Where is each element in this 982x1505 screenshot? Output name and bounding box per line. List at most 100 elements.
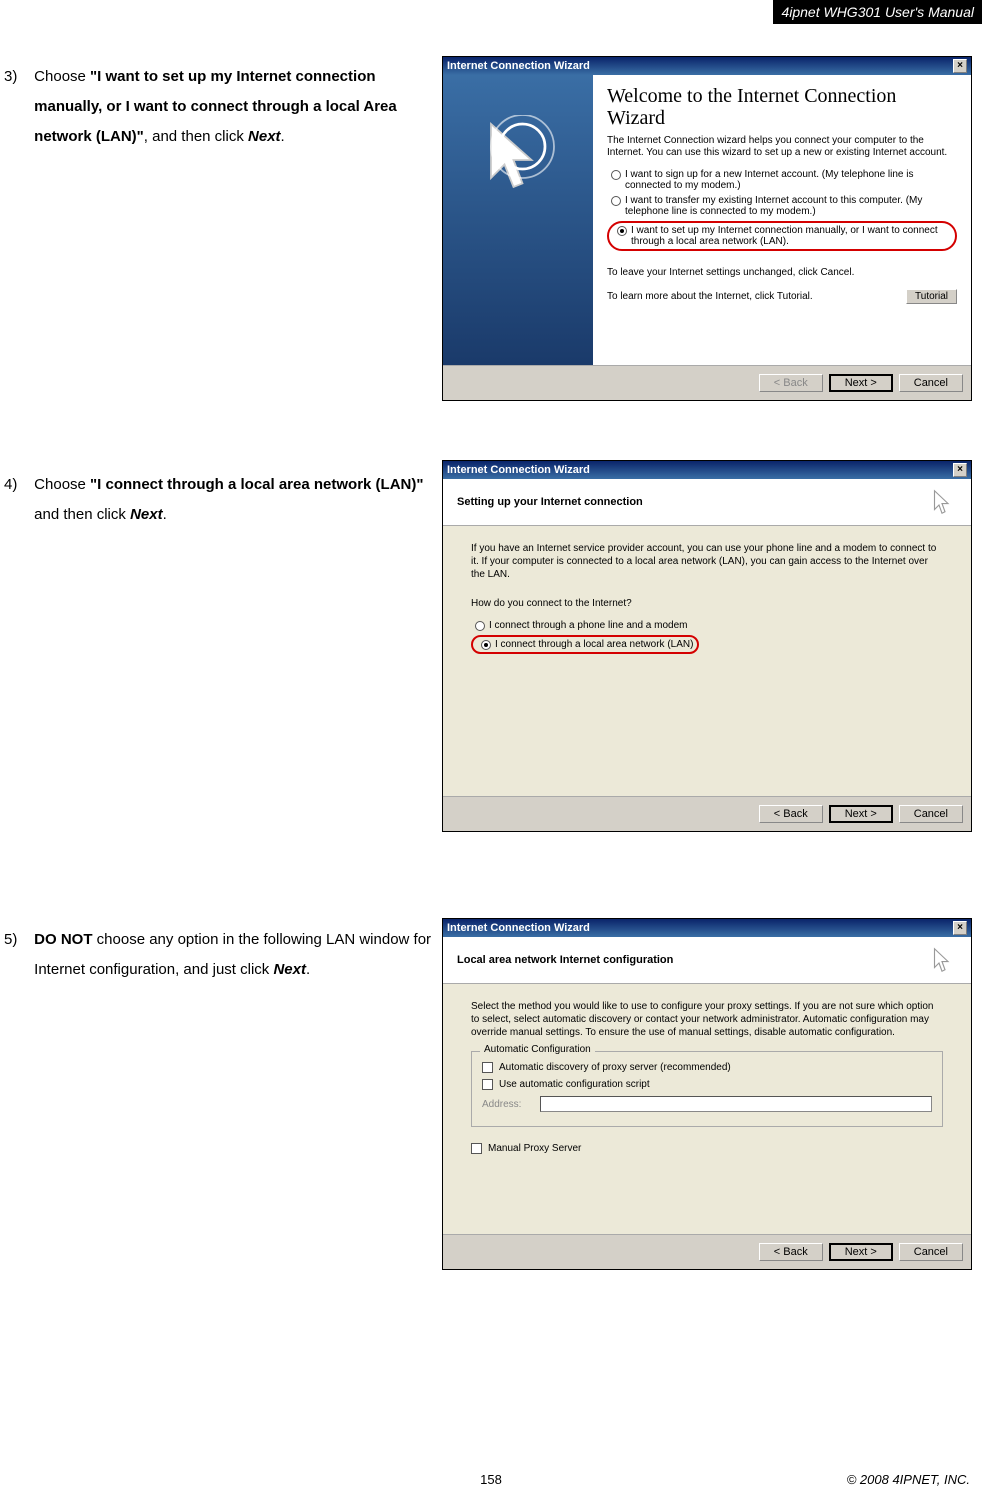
copyright: © 2008 4IPNET, INC. [847,1472,970,1487]
cancel-button[interactable]: Cancel [899,805,963,823]
cursor-arrow-icon [473,115,563,205]
step-4-bold: "I connect through a local area network … [90,476,423,493]
chk-auto-script-label: Use automatic configuration script [499,1079,650,1090]
step-5-bold: DO NOT [34,931,92,948]
checkbox-icon [482,1062,493,1073]
dialog-2: Internet Connection Wizard × Setting up … [442,460,972,832]
chk-auto-script[interactable]: Use automatic configuration script [482,1079,932,1090]
step-5-body: DO NOT choose any option in the followin… [34,925,434,985]
dialog-1-opt3-highlight: I want to set up my Internet connection … [607,221,957,251]
step-3-body: Choose "I want to set up my Internet con… [34,62,434,152]
dialog-1-leave: To leave your Internet settings unchange… [607,267,957,279]
step-5-post: . [306,961,310,978]
dialog-2-band: Setting up your Internet connection [443,479,971,526]
dialog-3-title: Internet Connection Wizard [447,922,590,934]
dialog-2-question: How do you connect to the Internet? [471,597,943,610]
dialog-3-band: Local area network Internet configuratio… [443,937,971,984]
dialog-2-body: If you have an Internet service provider… [443,526,971,796]
step-3-next: Next [248,128,281,145]
dialog-3-body: Select the method you would like to use … [443,984,971,1234]
dialog-1-intro: The Internet Connection wizard helps you… [607,135,957,159]
dialog-2-subtitle: Setting up your Internet connection [457,496,643,508]
dialog-1-learn: To learn more about the Internet, click … [607,291,813,303]
dialog-1-opt3-label: I want to set up my Internet connection … [631,225,951,247]
radio-icon [611,170,621,180]
dialog-2-buttons: < Back Next > Cancel [443,796,971,831]
dialog-1-opt2-label: I want to transfer my existing Internet … [625,195,957,217]
auto-config-legend: Automatic Configuration [480,1044,595,1055]
dialog-1-opt1-label: I want to sign up for a new Internet acc… [625,169,957,191]
back-button[interactable]: < Back [759,1243,823,1261]
chk-auto-discovery-label: Automatic discovery of proxy server (rec… [499,1062,731,1073]
chk-manual-proxy[interactable]: Manual Proxy Server [471,1143,943,1154]
step-3: 3) Choose "I want to set up my Internet … [0,62,440,152]
step-4-pre: Choose [34,476,90,493]
address-row: Address: [482,1096,932,1112]
step-4-post: . [163,506,167,523]
cancel-button[interactable]: Cancel [899,1243,963,1261]
dialog-3: Internet Connection Wizard × Local area … [442,918,972,1270]
address-input[interactable] [540,1096,932,1112]
step-5-mid: choose any option in the following LAN w… [34,931,431,978]
dialog-3-buttons: < Back Next > Cancel [443,1234,971,1269]
chk-manual-proxy-label: Manual Proxy Server [488,1143,581,1154]
step-4: 4) Choose "I connect through a local are… [0,470,440,530]
dialog-1-learn-row: To learn more about the Internet, click … [607,289,957,304]
cancel-button[interactable]: Cancel [899,374,963,392]
auto-config-group: Automatic Configuration Automatic discov… [471,1051,943,1127]
step-4-next: Next [130,506,163,523]
manual-header: 4ipnet WHG301 User's Manual [773,0,982,24]
dialog-2-opt1[interactable]: I connect through a phone line and a mod… [471,620,943,631]
dialog-1-opt3[interactable]: I want to set up my Internet connection … [613,225,951,247]
step-3-post: . [281,128,285,145]
dialog-1-title: Internet Connection Wizard [447,60,590,72]
dialog-1-opt1[interactable]: I want to sign up for a new Internet acc… [607,169,957,191]
dialog-1-main: Welcome to the Internet Connection Wizar… [593,75,971,365]
step-5: 5) DO NOT choose any option in the follo… [0,925,440,985]
step-5-num: 5) [4,925,30,955]
dialog-2-opt2-highlight: I connect through a local area network (… [471,635,699,654]
dialog-1-buttons: < Back Next > Cancel [443,365,971,400]
dialog-2-para: If you have an Internet service provider… [471,542,943,581]
close-icon[interactable]: × [953,463,967,477]
next-button[interactable]: Next > [829,374,893,392]
step-3-pre: Choose [34,68,90,85]
back-button[interactable]: < Back [759,805,823,823]
dialog-1-titlebar: Internet Connection Wizard × [443,57,971,75]
back-button[interactable]: < Back [759,374,823,392]
checkbox-icon [471,1143,482,1154]
dialog-2-title: Internet Connection Wizard [447,464,590,476]
dialog-2-opt2-label: I connect through a local area network (… [495,639,693,650]
next-button[interactable]: Next > [829,1243,893,1261]
step-4-num: 4) [4,470,30,500]
cursor-icon [927,945,957,975]
cursor-icon [927,487,957,517]
dialog-3-titlebar: Internet Connection Wizard × [443,919,971,937]
dialog-3-subtitle: Local area network Internet configuratio… [457,954,673,966]
page-number: 158 [480,1472,502,1487]
close-icon[interactable]: × [953,59,967,73]
dialog-1-sidebar [443,75,593,365]
dialog-1-content: Welcome to the Internet Connection Wizar… [443,75,971,365]
radio-checked-icon [617,226,627,236]
chk-auto-discovery[interactable]: Automatic discovery of proxy server (rec… [482,1062,932,1073]
step-5-next: Next [273,961,306,978]
dialog-2-titlebar: Internet Connection Wizard × [443,461,971,479]
step-4-mid: and then click [34,506,130,523]
dialog-3-para: Select the method you would like to use … [471,1000,943,1039]
next-button[interactable]: Next > [829,805,893,823]
dialog-2-opt1-label: I connect through a phone line and a mod… [489,620,687,631]
address-label: Address: [482,1099,532,1110]
dialog-1: Internet Connection Wizard × Welcome to … [442,56,972,401]
radio-icon [611,196,621,206]
checkbox-icon [482,1079,493,1090]
close-icon[interactable]: × [953,921,967,935]
dialog-1-heading: Welcome to the Internet Connection Wizar… [607,85,957,129]
dialog-1-opt2[interactable]: I want to transfer my existing Internet … [607,195,957,217]
step-3-num: 3) [4,62,30,92]
radio-icon [475,621,485,631]
dialog-2-opt2[interactable]: I connect through a local area network (… [477,639,693,650]
step-4-body: Choose "I connect through a local area n… [34,470,434,530]
step-3-mid: , and then click [144,128,248,145]
tutorial-button[interactable]: Tutorial [906,289,957,304]
